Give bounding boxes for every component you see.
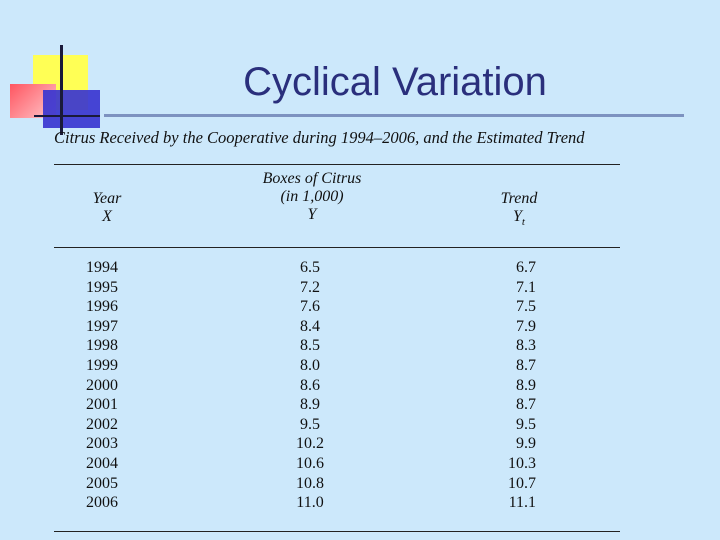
header-year-symbol: X — [102, 208, 112, 225]
table-top-rule — [54, 164, 620, 165]
boxes-cell: 10.8 — [296, 474, 324, 492]
year-cell: 2000 — [86, 376, 118, 394]
header-trend-symbol: Yt — [513, 208, 525, 228]
year-cell: 1996 — [86, 298, 118, 316]
blue-square — [43, 90, 100, 128]
table-row: 2000 8.6 8.9 — [0, 376, 720, 396]
boxes-cell: 7.2 — [300, 278, 320, 296]
table-row: 2001 8.9 8.7 — [0, 395, 720, 415]
year-cell: 2002 — [86, 415, 118, 433]
table-row: 1997 8.4 7.9 — [0, 317, 720, 337]
header-boxes: Boxes of Citrus (in 1,000) Y — [238, 170, 386, 224]
header-year: Year X — [76, 190, 138, 226]
year-cell: 1998 — [86, 337, 118, 355]
trend-cell: 8.3 — [516, 337, 536, 355]
year-cell: 1997 — [86, 317, 118, 335]
boxes-cell: 7.6 — [300, 298, 320, 316]
table-row: 1999 8.0 8.7 — [0, 356, 720, 376]
header-trend-label: Trend — [500, 190, 538, 207]
title-underline — [104, 114, 684, 117]
year-cell: 1994 — [86, 259, 118, 276]
year-cell: 2005 — [86, 474, 118, 492]
year-cell: 1999 — [86, 356, 118, 374]
table-body: 1994 6.5 6.7 1995 7.2 7.1 1996 7.6 7.5 1997 8.4 7.9… — [0, 258, 720, 513]
trend-cell: 11.1 — [508, 494, 536, 512]
boxes-cell: 6.5 — [300, 259, 320, 276]
boxes-cell: 8.0 — [300, 356, 320, 374]
trend-cell: 7.1 — [516, 278, 536, 296]
boxes-cell: 8.5 — [300, 337, 320, 355]
trend-cell: 7.5 — [516, 298, 536, 316]
horizontal-bar — [34, 115, 100, 117]
table-header-rule — [54, 247, 620, 248]
trend-cell: 8.9 — [516, 376, 536, 394]
table-row: 1995 7.2 7.1 — [0, 278, 720, 298]
table-row: 1998 8.5 8.3 — [0, 336, 720, 356]
year-cell: 1995 — [86, 278, 118, 296]
header-boxes-unit: (in 1,000) — [280, 188, 344, 205]
year-cell: 2004 — [86, 454, 118, 472]
table-bottom-rule — [54, 531, 620, 532]
trend-cell: 8.7 — [516, 356, 536, 374]
header-year-label: Year — [92, 190, 122, 207]
boxes-cell: 8.6 — [300, 376, 320, 394]
year-cell: 2003 — [86, 435, 118, 453]
boxes-cell: 8.9 — [300, 396, 320, 414]
table-row: 1996 7.6 7.5 — [0, 297, 720, 317]
boxes-cell: 11.0 — [296, 494, 324, 512]
year-cell: 2006 — [86, 494, 118, 512]
header-boxes-label: Boxes of Citrus — [262, 170, 362, 187]
table-row: 1994 6.5 6.7 — [0, 258, 720, 278]
year-cell: 2001 — [86, 396, 118, 414]
boxes-cell: 9.5 — [300, 415, 320, 433]
boxes-cell: 8.4 — [300, 317, 320, 335]
table-caption: Citrus Received by the Cooperative durin… — [54, 128, 585, 147]
boxes-cell: 10.2 — [296, 435, 324, 453]
boxes-cell: 10.6 — [296, 454, 324, 472]
trend-cell: 10.7 — [508, 474, 536, 492]
slide-title: Cyclical Variation — [243, 60, 547, 104]
table-row: 2002 9.5 9.5 — [0, 415, 720, 435]
vertical-bar — [60, 45, 63, 135]
table-row: 2004 10.6 10.3 — [0, 454, 720, 474]
trend-cell: 8.7 — [516, 396, 536, 414]
table-row: 2005 10.8 10.7 — [0, 474, 720, 494]
table-row: 2006 11.0 11.1 — [0, 493, 720, 513]
trend-cell: 6.7 — [516, 259, 536, 276]
header-boxes-symbol: Y — [307, 206, 317, 223]
trend-cell: 10.3 — [508, 454, 536, 472]
trend-cell: 7.9 — [516, 317, 536, 335]
trend-cell: 9.5 — [516, 415, 536, 433]
header-trend: Trend Yt — [488, 190, 550, 231]
table-row: 2003 10.2 9.9 — [0, 434, 720, 454]
trend-cell: 9.9 — [516, 435, 536, 453]
